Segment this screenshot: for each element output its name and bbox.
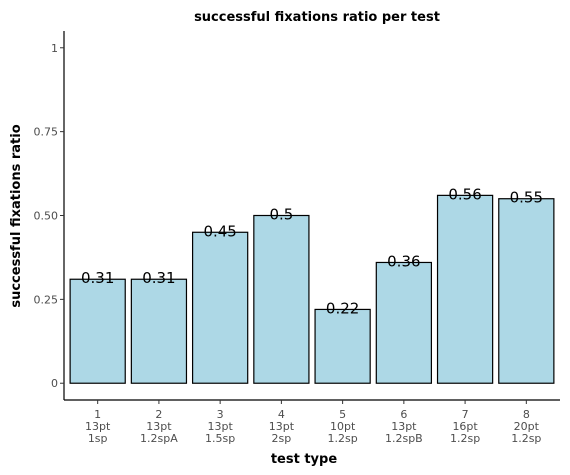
data-label: 0.45 (203, 222, 236, 240)
bar (69, 278, 126, 384)
x-tick-label: 1.2sp (328, 432, 358, 445)
bar (314, 308, 371, 384)
x-tick-label: 5 (339, 408, 346, 421)
data-label: 0.55 (510, 189, 543, 207)
x-tick-label: 13pt (391, 420, 417, 433)
bar (498, 198, 555, 384)
data-label: 0.22 (326, 299, 359, 317)
y-tick-label: 1 (51, 42, 58, 55)
y-tick-label: 0.25 (34, 293, 59, 306)
x-tick-label: 8 (523, 408, 530, 421)
data-label: 0.31 (142, 269, 175, 287)
x-tick-label: 7 (462, 408, 469, 421)
x-tick-label: 2sp (272, 432, 292, 445)
x-tick-label: 4 (278, 408, 285, 421)
y-tick-label: 0.50 (34, 210, 59, 223)
x-tick-label: 10pt (330, 420, 356, 433)
x-tick-label: 1.2spA (140, 432, 178, 445)
data-label: 0.36 (387, 252, 420, 270)
plot-area: 00.250.500.7510.31113pt1sp0.31213pt1.2sp… (34, 31, 560, 445)
data-label: 0.31 (81, 269, 114, 287)
x-tick-label: 2 (155, 408, 162, 421)
y-axis-title: successful fixations ratio (9, 124, 24, 307)
x-tick-label: 13pt (207, 420, 233, 433)
bar (130, 278, 188, 384)
x-tick-label: 13pt (146, 420, 172, 433)
data-label: 0.56 (448, 185, 481, 203)
x-tick-label: 1.2sp (450, 432, 480, 445)
y-tick-label: 0.75 (34, 126, 59, 139)
x-tick-label: 1sp (88, 432, 108, 445)
x-tick-label: 13pt (85, 420, 111, 433)
x-tick-label: 1.2spB (385, 432, 423, 445)
bar (253, 214, 310, 384)
x-tick-label: 13pt (269, 420, 295, 433)
bar (191, 231, 249, 384)
x-tick-label: 1.5sp (205, 432, 235, 445)
data-label: 0.5 (269, 206, 293, 224)
x-axis-title: test type (271, 452, 338, 467)
x-tick-label: 3 (217, 408, 224, 421)
x-tick-label: 16pt (452, 420, 478, 433)
x-tick-label: 1 (94, 408, 101, 421)
x-tick-label: 1.2sp (511, 432, 541, 445)
bar (436, 194, 494, 384)
y-tick-label: 0 (51, 377, 58, 390)
x-tick-label: 20pt (514, 420, 540, 433)
x-tick-label: 6 (400, 408, 407, 421)
chart-title: successful fixations ratio per test (194, 10, 440, 25)
bar (375, 261, 433, 384)
